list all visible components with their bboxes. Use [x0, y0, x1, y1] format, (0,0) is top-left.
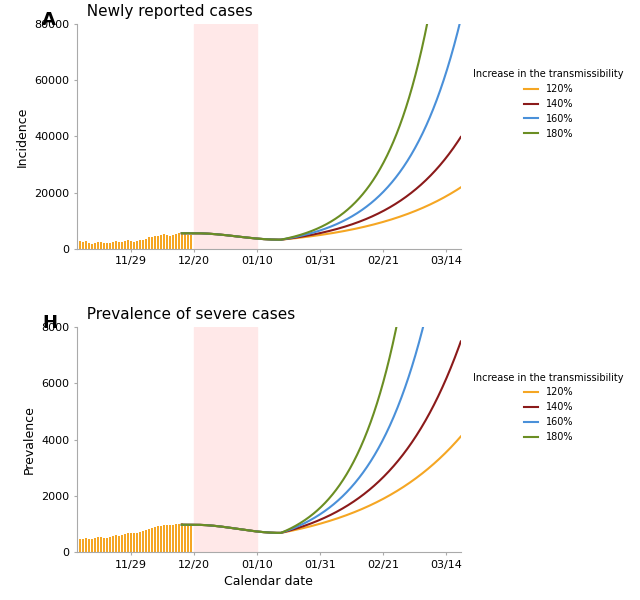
- Bar: [157, 236, 159, 248]
- Bar: [129, 241, 132, 248]
- Bar: [177, 524, 180, 552]
- Bar: [132, 242, 135, 248]
- Bar: [81, 539, 84, 552]
- Bar: [168, 526, 171, 552]
- Bar: [111, 536, 114, 552]
- Bar: [84, 538, 87, 552]
- Bar: [186, 235, 189, 248]
- Bar: [180, 232, 183, 248]
- Bar: [115, 241, 117, 248]
- Bar: [93, 243, 96, 248]
- Bar: [145, 239, 147, 248]
- Bar: [154, 527, 156, 552]
- Bar: [115, 535, 117, 552]
- Bar: [102, 538, 105, 552]
- Text: Prevalence of severe cases: Prevalence of severe cases: [77, 307, 295, 322]
- Bar: [88, 242, 90, 248]
- Bar: [97, 538, 99, 552]
- Bar: [97, 242, 99, 248]
- Bar: [127, 240, 129, 248]
- Bar: [189, 235, 192, 248]
- Bar: [159, 526, 162, 552]
- Bar: [177, 233, 180, 248]
- Bar: [189, 526, 192, 552]
- Bar: [138, 532, 141, 552]
- Text: A: A: [42, 11, 56, 29]
- Bar: [159, 235, 162, 248]
- Bar: [148, 529, 150, 552]
- Bar: [79, 241, 81, 248]
- Bar: [136, 533, 138, 552]
- Bar: [163, 234, 165, 248]
- Bar: [136, 241, 138, 248]
- Y-axis label: Incidence: Incidence: [15, 106, 29, 167]
- Legend: 120%, 140%, 160%, 180%: 120%, 140%, 160%, 180%: [474, 373, 624, 442]
- Bar: [79, 539, 81, 552]
- Bar: [141, 239, 144, 248]
- Bar: [157, 526, 159, 552]
- Bar: [120, 535, 123, 552]
- Bar: [90, 244, 93, 248]
- Bar: [88, 539, 90, 552]
- Bar: [124, 534, 126, 552]
- Bar: [100, 537, 102, 552]
- Bar: [100, 242, 102, 248]
- Bar: [194, 24, 257, 248]
- Bar: [90, 539, 93, 552]
- Bar: [109, 242, 111, 248]
- Bar: [93, 538, 96, 552]
- Bar: [180, 523, 183, 552]
- X-axis label: Calendar date: Calendar date: [225, 575, 313, 588]
- Bar: [127, 533, 129, 552]
- Bar: [186, 525, 189, 552]
- Bar: [175, 234, 177, 248]
- Bar: [118, 536, 120, 552]
- Bar: [124, 241, 126, 248]
- Bar: [81, 242, 84, 248]
- Bar: [118, 242, 120, 248]
- Bar: [150, 528, 153, 552]
- Bar: [132, 533, 135, 552]
- Bar: [106, 538, 108, 552]
- Bar: [168, 236, 171, 248]
- Bar: [194, 328, 257, 552]
- Bar: [102, 243, 105, 248]
- Bar: [148, 238, 150, 248]
- Bar: [120, 242, 123, 248]
- Bar: [154, 236, 156, 248]
- Bar: [150, 237, 153, 248]
- Bar: [175, 524, 177, 552]
- Bar: [184, 524, 186, 552]
- Bar: [172, 235, 174, 248]
- Bar: [109, 537, 111, 552]
- Bar: [166, 525, 168, 552]
- Bar: [141, 531, 144, 552]
- Y-axis label: Prevalence: Prevalence: [22, 405, 35, 474]
- Bar: [84, 241, 87, 248]
- Bar: [129, 533, 132, 552]
- Legend: 120%, 140%, 160%, 180%: 120%, 140%, 160%, 180%: [474, 70, 624, 139]
- Bar: [145, 530, 147, 552]
- Text: H: H: [42, 314, 57, 332]
- Bar: [166, 235, 168, 248]
- Bar: [184, 234, 186, 248]
- Bar: [172, 525, 174, 552]
- Bar: [111, 242, 114, 248]
- Bar: [106, 244, 108, 248]
- Text: Newly reported cases: Newly reported cases: [77, 4, 253, 19]
- Bar: [163, 525, 165, 552]
- Bar: [138, 240, 141, 248]
